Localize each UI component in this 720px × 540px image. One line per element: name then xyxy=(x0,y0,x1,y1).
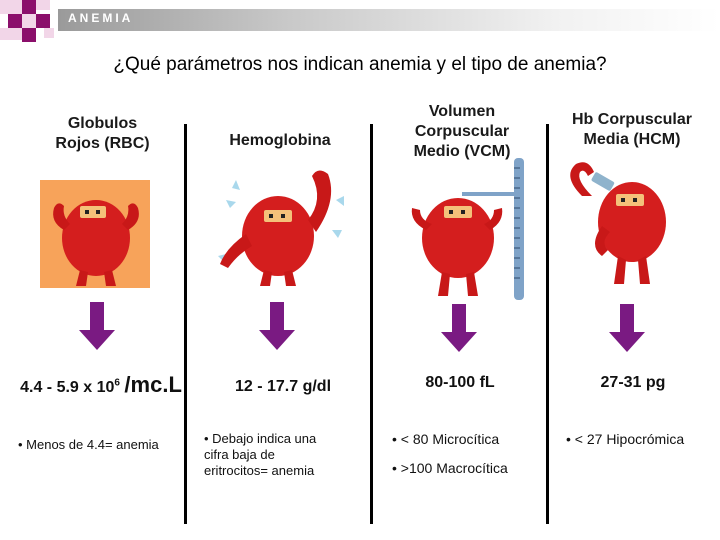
title-line: Corpuscular xyxy=(414,123,510,140)
decorative-square xyxy=(44,28,54,38)
decorative-square xyxy=(8,14,22,28)
column-title-vcm: Volumen Corpuscular Medio (VCM) xyxy=(378,102,546,162)
title-line: Hb Corpuscular xyxy=(571,111,692,128)
title-line: Medio (VCM) xyxy=(413,143,511,160)
title-line: Volumen xyxy=(428,103,496,120)
down-arrow-icon xyxy=(609,304,645,352)
decorative-square xyxy=(36,14,50,28)
title-line: Hemoglobina xyxy=(229,132,331,149)
decorative-square xyxy=(22,0,36,14)
title-line: Media (HCM) xyxy=(583,131,681,148)
value-hemoglobina: 12 - 17.7 g/dl xyxy=(234,378,332,395)
column-title-rbc: Globulos Rojos (RBC) xyxy=(20,114,185,154)
value-hcm: 27-31 pg xyxy=(600,374,666,391)
value-superscript: 6 xyxy=(114,377,120,389)
decorative-square xyxy=(0,28,22,40)
note-hemoglobina: • Debajo indica una cifra baja de eritro… xyxy=(204,431,364,479)
red-cell-illustration xyxy=(40,180,150,288)
decorative-square xyxy=(22,14,36,28)
note-line: • >100 Macrocítica xyxy=(392,460,508,476)
header-bar xyxy=(58,9,720,31)
note-line: eritrocitos= anemia xyxy=(204,463,315,478)
column-divider xyxy=(184,124,187,524)
hemoglobin-cell-illustration xyxy=(218,170,344,286)
down-arrow-icon xyxy=(79,302,115,350)
note-vcm: • < 80 Microcítica • >100 Macrocítica xyxy=(392,431,542,476)
note-line: • Menos de 4.4= anemia xyxy=(18,437,159,452)
decorative-square xyxy=(22,28,36,42)
column-title-hcm: Hb Corpuscular Media (HCM) xyxy=(548,110,716,150)
note-rbc: • Menos de 4.4= anemia xyxy=(18,437,183,453)
value-suffix: /mc.L xyxy=(124,372,182,397)
hcm-cell-illustration xyxy=(570,162,666,284)
note-line: cifra baja de xyxy=(204,447,275,462)
note-line: • < 27 Hipocrómica xyxy=(566,431,685,447)
column-divider xyxy=(546,124,549,524)
value-prefix: 4.4 - 5.9 x 10 xyxy=(20,379,115,396)
decorative-square xyxy=(36,0,50,10)
decorative-square xyxy=(0,0,22,14)
page-title: ¿Qué parámetros nos indican anemia y el … xyxy=(113,54,607,75)
column-title-hemoglobina: Hemoglobina xyxy=(195,131,365,151)
down-arrow-icon xyxy=(259,302,295,350)
title-line: Rojos (RBC) xyxy=(55,135,150,152)
down-arrow-icon xyxy=(441,304,477,352)
vcm-cell-illustration xyxy=(411,158,524,300)
header-label: ANEMIA xyxy=(68,11,134,25)
value-vcm: 80-100 fL xyxy=(425,374,495,391)
title-line: Globulos xyxy=(67,115,138,132)
value-rbc: 4.4 - 5.9 x 106 /mc.L xyxy=(16,372,186,398)
column-divider xyxy=(370,124,373,524)
note-line: • Debajo indica una xyxy=(204,431,317,446)
note-hcm: • < 27 Hipocrómica xyxy=(566,431,716,447)
note-line: • < 80 Microcítica xyxy=(392,431,500,447)
